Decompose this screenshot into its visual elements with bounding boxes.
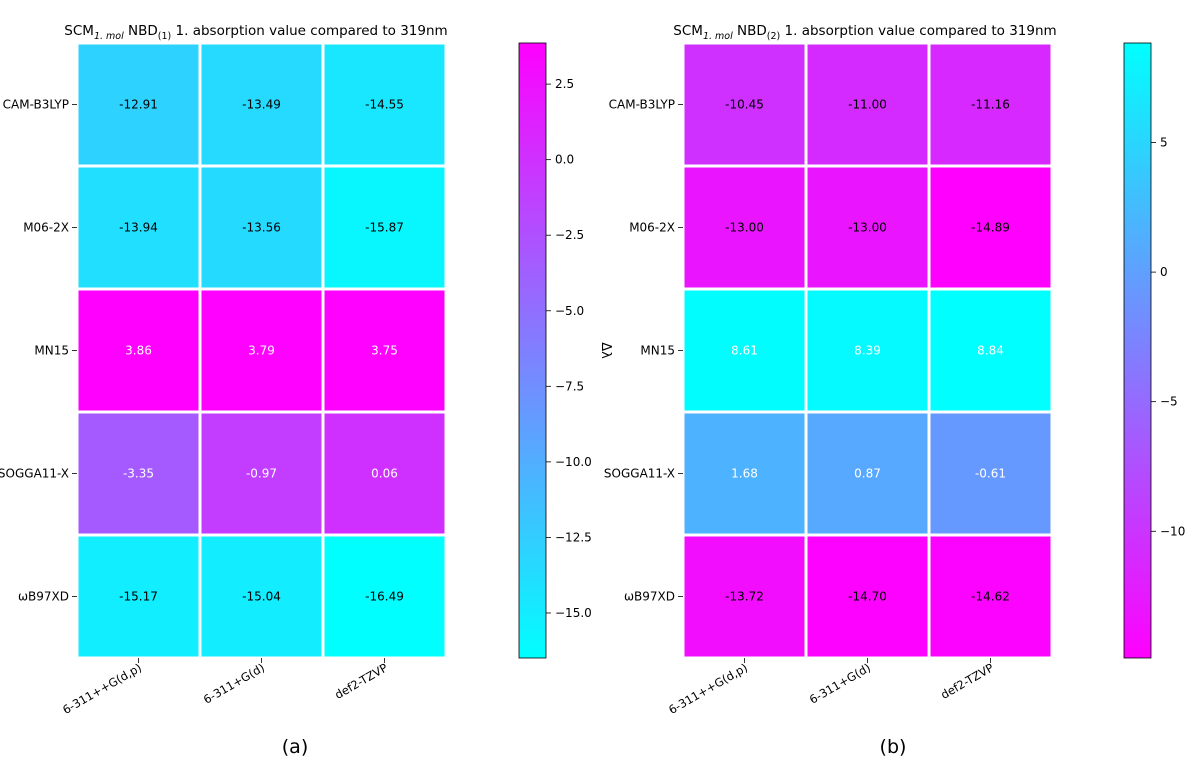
cell-value-label: 8.39 (854, 344, 881, 358)
cell-value-label: -0.61 (975, 467, 1006, 481)
heatmap-cell (927, 410, 1054, 537)
colorbar-tick-label: −12.5 (555, 530, 592, 544)
cell-value-label: -13.72 (725, 590, 764, 604)
heatmap-cell (927, 287, 1054, 414)
cell-value-label: -12.91 (119, 98, 158, 112)
row-label: ωB97XD (18, 590, 69, 604)
row-labels-a: CAM-B3LYP M06-2X MN15 SOGGA11-X ωB97XD (0, 98, 77, 604)
cell-value-label: -16.49 (365, 590, 404, 604)
column-labels-b: 6-311++G(d,p) 6-311+G(d) def2-TZVP (666, 658, 996, 717)
panel-caption-b: (b) (880, 736, 907, 758)
column-label: def2-TZVP (938, 660, 996, 701)
cell-value-label: -14.55 (365, 98, 404, 112)
colorbar-tick-label: −10 (1160, 524, 1185, 538)
cell-value-label: -13.00 (725, 221, 764, 235)
colorbar-tick-label: −5.0 (555, 304, 584, 318)
colorbar-b: 50−5−10Δλ (1123, 42, 1185, 659)
row-label: M06-2X (629, 221, 675, 235)
heatmap-cell (321, 410, 448, 537)
heatmap-cell (75, 410, 202, 537)
cell-value-label: -13.00 (848, 221, 887, 235)
row-label: CAM-B3LYP (609, 98, 675, 112)
cell-value-label: -13.49 (242, 98, 281, 112)
colorbar-gradient (1123, 42, 1152, 659)
row-label: M06-2X (23, 221, 69, 235)
row-label: SOGGA11-X (0, 467, 69, 481)
colorbar-tick-label: 2.5 (555, 77, 574, 91)
cell-value-label: -11.00 (848, 98, 887, 112)
panel-title-a: SCM1. mol NBD(1) 1. absorption value com… (64, 23, 447, 42)
column-label: def2-TZVP (332, 660, 390, 701)
colorbar-tick-label: −10.0 (555, 455, 592, 469)
row-label: MN15 (34, 344, 69, 358)
cell-value-label: -15.17 (119, 590, 158, 604)
heatmap-cell (681, 533, 808, 660)
cell-value-label: 3.75 (371, 344, 398, 358)
heatmap-cell (681, 287, 808, 414)
heatmap-cells-a: -12.91 -13.49 -14.55 -13.94 -13.56 -15.87 3.86… (75, 41, 448, 660)
heatmap-cell (927, 41, 1054, 168)
panel-caption-a: (a) (282, 736, 308, 758)
colorbar-label: Δλ (598, 342, 613, 359)
heatmap-panel-a: SCM1. mol NBD(1) 1. absorption value com… (0, 23, 613, 758)
heatmap-cell (804, 410, 931, 537)
heatmap-cell (927, 164, 1054, 291)
row-labels-b: CAM-B3LYP M06-2X MN15 SOGGA11-X ωB97XD (604, 98, 683, 604)
cell-value-label: -14.89 (971, 221, 1010, 235)
cell-value-label: 8.84 (977, 344, 1004, 358)
cell-value-label: -10.45 (725, 98, 764, 112)
heatmap-cell (198, 287, 325, 414)
heatmap-cell (804, 164, 931, 291)
cell-value-label: -11.16 (971, 98, 1010, 112)
colorbar-tick-label: 0 (1160, 265, 1168, 279)
heatmap-cell (321, 164, 448, 291)
cell-value-label: 8.61 (731, 344, 758, 358)
cell-value-label: 1.68 (731, 467, 758, 481)
cell-value-label: -0.97 (246, 467, 277, 481)
heatmap-panel-b: SCM1. mol NBD(2) 1. absorption value com… (604, 23, 1185, 758)
heatmap-cell (681, 164, 808, 291)
heatmap-cells-b: -10.45 -11.00 -11.16 -13.00 -13.00 -14.89 8.61… (681, 41, 1054, 660)
cell-value-label: 3.79 (248, 344, 275, 358)
cell-value-label: -15.04 (242, 590, 281, 604)
row-label: CAM-B3LYP (3, 98, 69, 112)
colorbar-tick-label: 5 (1160, 136, 1168, 150)
cell-value-label: 0.87 (854, 467, 881, 481)
colorbar-tick-label: −5 (1160, 395, 1178, 409)
colorbar-tick-label: 0.0 (555, 153, 574, 167)
cell-value-label: -14.70 (848, 590, 887, 604)
panel-title-b: SCM1. mol NBD(2) 1. absorption value com… (673, 23, 1056, 42)
cell-value-label: 0.06 (371, 467, 398, 481)
heatmap-cell (198, 41, 325, 168)
colorbar-gradient (518, 42, 547, 659)
heatmap-cell (804, 287, 931, 414)
column-label: 6-311+G(d) (807, 660, 873, 706)
colorbar-tick-label: −2.5 (555, 228, 584, 242)
column-labels-a: 6-311++G(d,p) 6-311+G(d) def2-TZVP (60, 658, 390, 717)
cell-value-label: -13.56 (242, 221, 281, 235)
heatmap-cell (198, 533, 325, 660)
column-label: 6-311++G(d,p) (60, 660, 144, 717)
cell-value-label: -3.35 (123, 467, 154, 481)
row-label: MN15 (640, 344, 675, 358)
column-label: 6-311++G(d,p) (666, 660, 750, 717)
cell-value-label: -15.87 (365, 221, 404, 235)
colorbar-a: 2.5 0.0 −2.5 −5.0 −7.5 −10.0 −12.5 −15.0 Δλ (518, 42, 613, 659)
row-label: ωB97XD (624, 590, 675, 604)
cell-value-label: -13.94 (119, 221, 158, 235)
cell-value-label: -14.62 (971, 590, 1010, 604)
cell-value-label: 3.86 (125, 344, 152, 358)
colorbar-tick-label: −7.5 (555, 379, 584, 393)
column-label: 6-311+G(d) (201, 660, 267, 706)
colorbar-tick-label: −15.0 (555, 606, 592, 620)
row-label: SOGGA11-X (604, 467, 675, 481)
